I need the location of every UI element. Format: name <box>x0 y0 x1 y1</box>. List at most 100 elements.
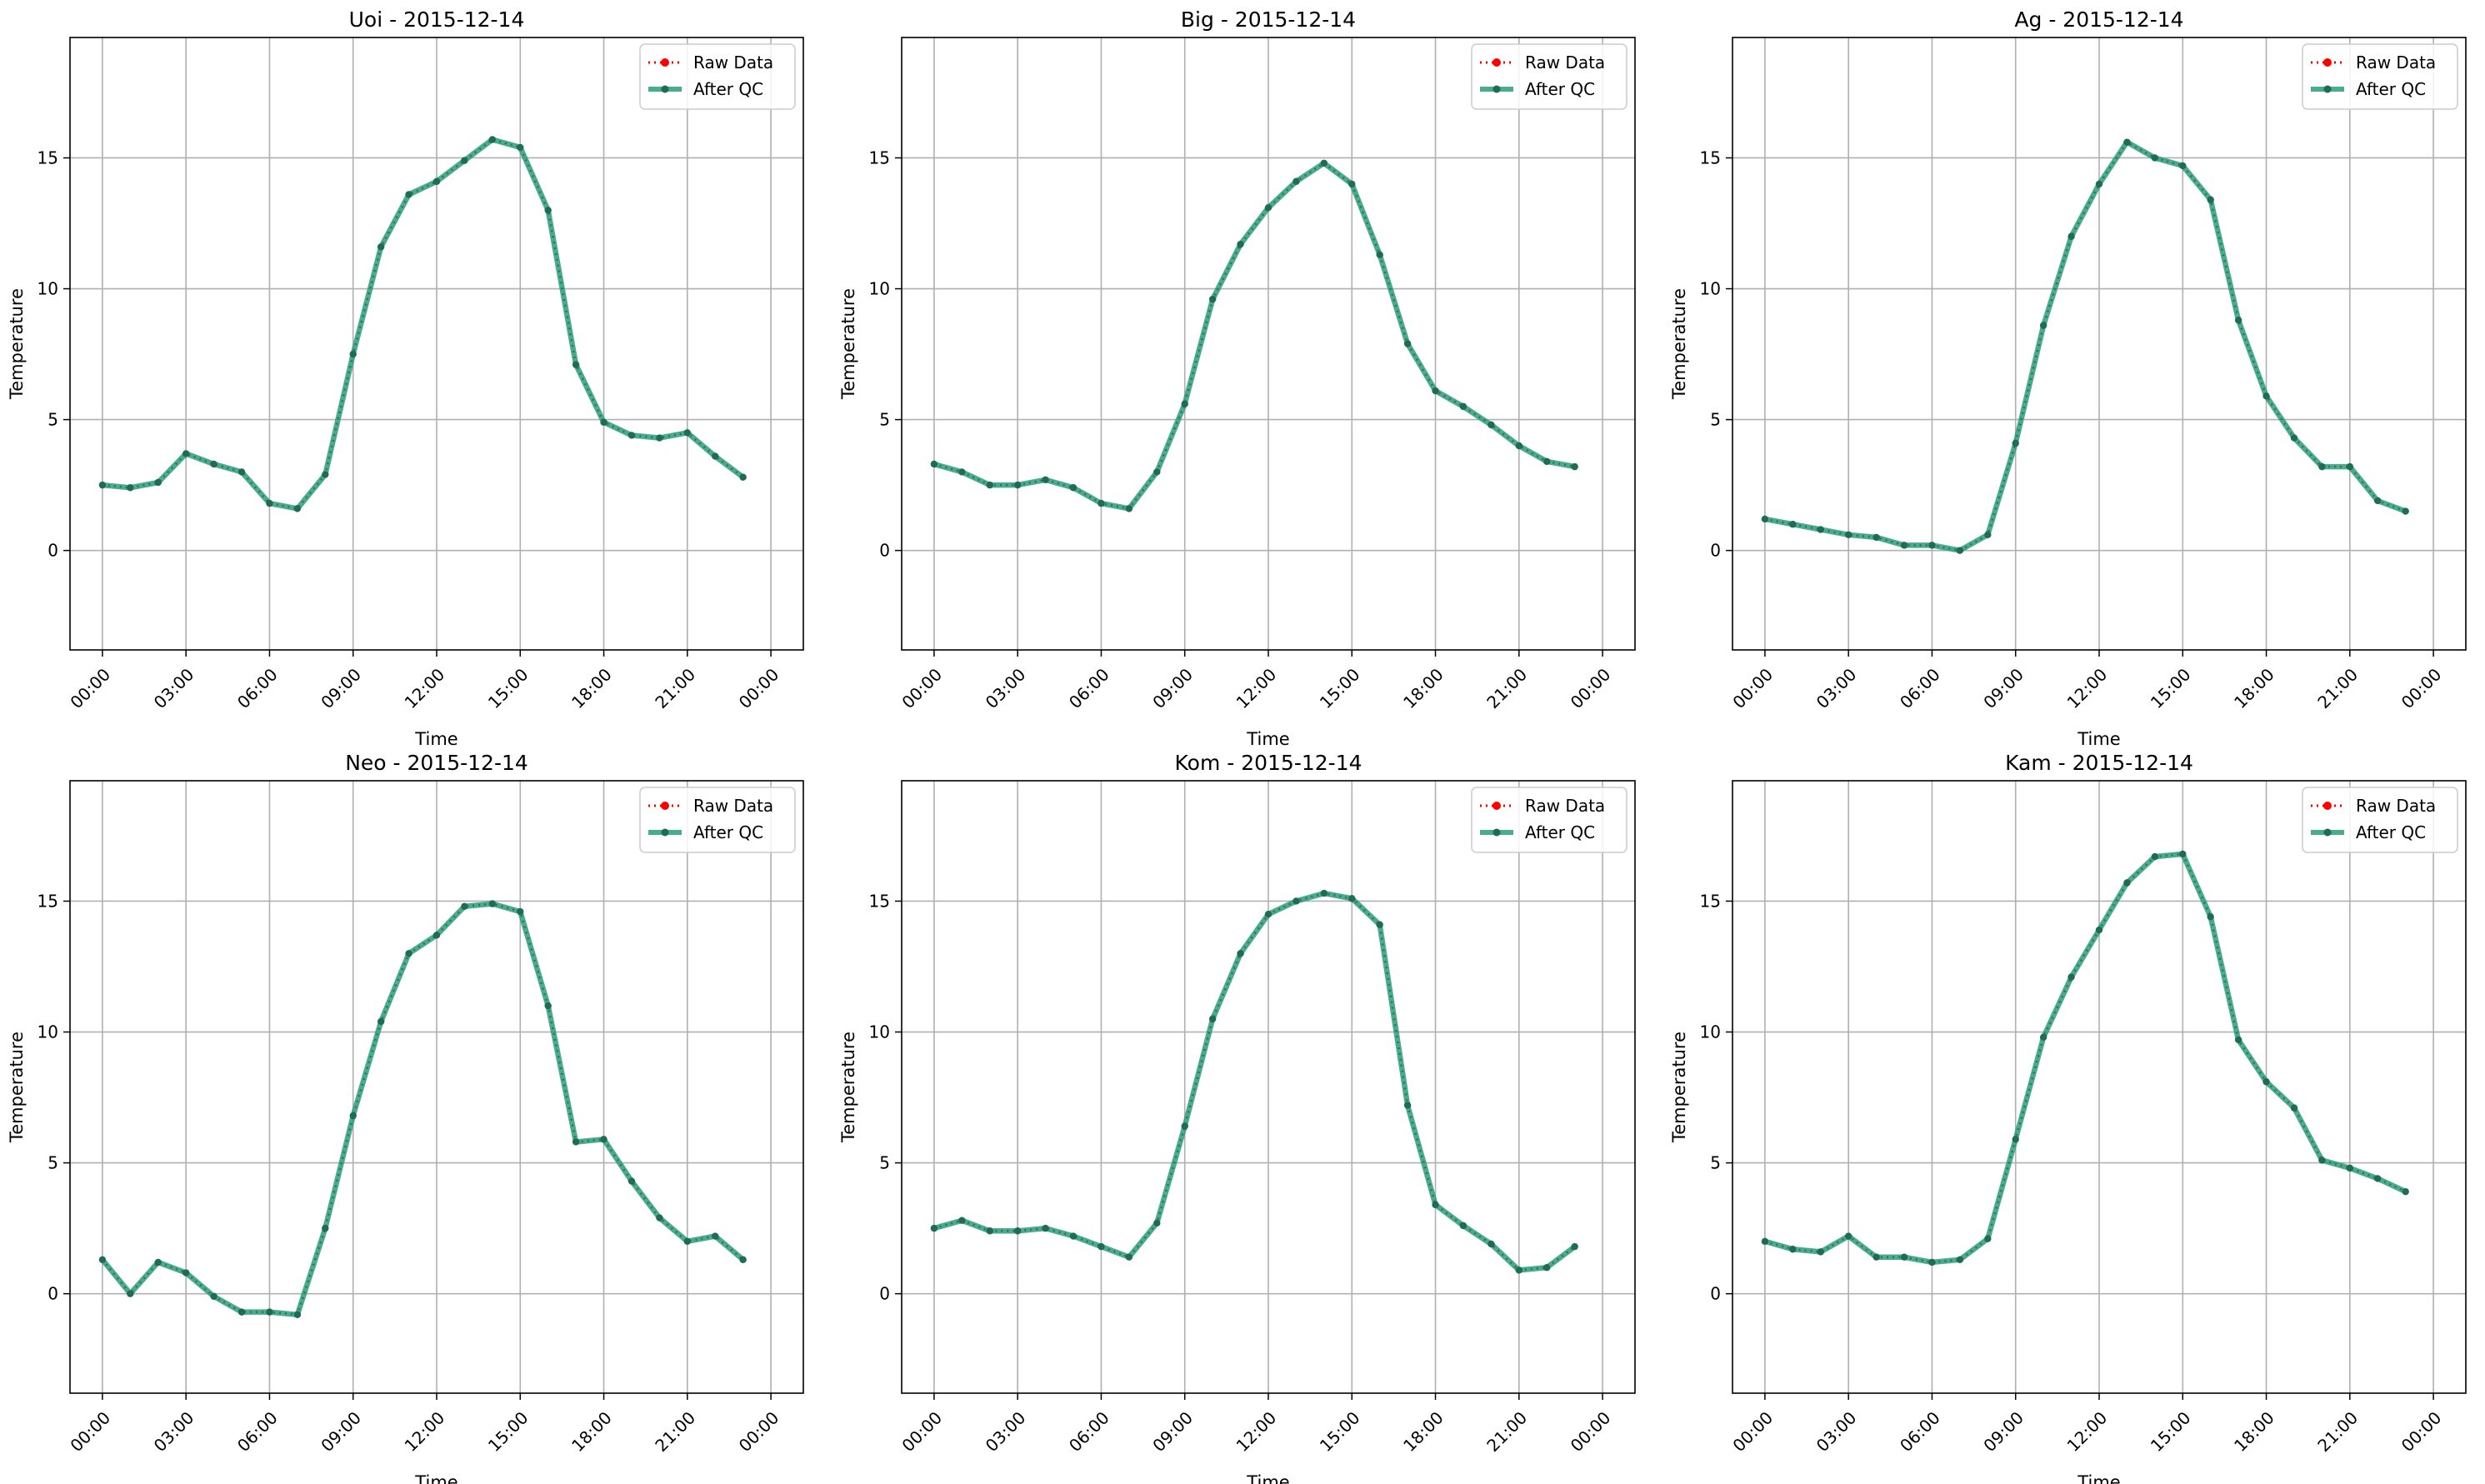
x-tick-label: 09:00 <box>1979 1407 2028 1456</box>
legend-qc-marker <box>1492 85 1501 93</box>
legend-qc-label: After QC <box>2356 79 2426 99</box>
x-tick-label: 06:00 <box>1065 1407 1113 1456</box>
panel-title: Neo - 2015-12-14 <box>345 751 528 775</box>
data-point <box>544 1002 552 1010</box>
data-point <box>2123 879 2131 887</box>
x-tick-label: 00:00 <box>66 664 114 712</box>
x-tick-label: 06:00 <box>233 1407 282 1456</box>
data-point <box>1817 526 1824 533</box>
x-tick-label: 09:00 <box>317 664 365 712</box>
data-point <box>2068 232 2075 240</box>
y-tick-label: 15 <box>869 891 890 911</box>
data-point <box>1789 521 1797 528</box>
series-line-after-qc <box>933 160 1576 512</box>
data-point <box>1208 1015 1217 1023</box>
x-tick-label: 12:00 <box>401 664 449 712</box>
data-point <box>2039 322 2048 329</box>
x-tick-label: 18:00 <box>568 664 616 712</box>
legend: Raw Data After QC <box>1471 787 1628 853</box>
x-tick-label: 00:00 <box>1728 664 1777 712</box>
data-point <box>628 1177 636 1185</box>
x-tick-label: 21:00 <box>2313 1407 2362 1456</box>
axes-frame <box>901 37 1636 651</box>
data-point <box>1515 1267 1523 1274</box>
legend-raw-label: Raw Data <box>693 796 773 816</box>
data-point <box>1403 1102 1412 1109</box>
data-point <box>1761 1237 1769 1246</box>
x-tick-label: 06:00 <box>233 664 282 712</box>
legend-qc-marker <box>2323 85 2332 93</box>
legend-box <box>639 43 796 110</box>
legend-box <box>1471 787 1628 853</box>
legend-qc-label: After QC <box>1525 822 1595 842</box>
data-point <box>1459 1222 1468 1230</box>
x-tick-label: 06:00 <box>1896 664 1944 712</box>
legend-qc-marker <box>661 828 669 837</box>
x-tick-label: 18:00 <box>568 1407 616 1456</box>
data-point <box>1432 387 1439 395</box>
x-tick-label: 21:00 <box>651 664 699 712</box>
data-point <box>2068 973 2075 981</box>
data-point <box>461 902 468 910</box>
data-point <box>293 1311 302 1318</box>
panel-title: Ag - 2015-12-14 <box>2014 7 2183 32</box>
data-point <box>2095 926 2103 934</box>
x-tick-label: 15:00 <box>484 664 532 712</box>
y-axis-label: Temperature <box>7 1032 27 1143</box>
data-point <box>628 432 636 439</box>
data-point <box>1571 1242 1578 1251</box>
data-point <box>405 950 412 957</box>
y-tick-label: 10 <box>38 1022 58 1042</box>
data-point <box>1237 240 1244 248</box>
subplot-2: 00:00 03:00 06:00 09:00 12:00 15:00 18:00 21:00… <box>1669 7 2467 749</box>
data-point <box>930 1224 938 1232</box>
data-point <box>2179 850 2187 858</box>
series-line-raw-overlay <box>1764 141 2407 552</box>
data-point <box>2290 434 2298 442</box>
data-point <box>1153 1219 1161 1227</box>
x-tick-label: 15:00 <box>2147 664 2195 712</box>
x-tick-label: 18:00 <box>1399 1407 1448 1456</box>
axes-frame <box>1732 780 2467 1394</box>
x-axis-label: Time <box>414 1472 458 1484</box>
data-point <box>1181 400 1188 407</box>
data-point <box>739 473 747 481</box>
x-tick-label: 21:00 <box>1482 664 1531 712</box>
data-point <box>1348 180 1356 188</box>
legend-qc-label: After QC <box>2356 822 2426 842</box>
x-axis-label: Time <box>1246 1472 1289 1484</box>
data-point <box>1872 533 1880 542</box>
data-point <box>349 1112 357 1120</box>
data-point <box>1042 476 1049 484</box>
data-point <box>930 460 938 468</box>
data-point <box>1153 468 1161 476</box>
data-point <box>1125 505 1133 512</box>
data-point <box>1125 1253 1133 1261</box>
data-point <box>1069 1232 1078 1240</box>
legend: Raw Data After QC <box>2302 43 2458 110</box>
y-axis-label: Temperature <box>1669 1032 1689 1143</box>
data-point <box>1237 950 1244 957</box>
data-point <box>1984 531 1992 538</box>
data-point <box>1817 1248 1824 1256</box>
data-point <box>1292 177 1300 185</box>
x-tick-label: 03:00 <box>150 1407 198 1456</box>
y-tick-label: 0 <box>1710 1284 1721 1304</box>
axes-frame <box>69 37 804 651</box>
x-tick-label: 03:00 <box>1812 664 1861 712</box>
data-point <box>2402 507 2409 515</box>
data-point <box>1181 1122 1188 1130</box>
data-point <box>572 361 580 368</box>
data-point <box>1320 889 1328 897</box>
data-point <box>1432 1201 1439 1209</box>
y-tick-label: 0 <box>879 541 890 561</box>
y-tick-label: 0 <box>1710 541 1721 561</box>
y-tick-label: 10 <box>869 279 890 299</box>
x-tick-label: 00:00 <box>1728 1407 1777 1456</box>
y-tick-label: 0 <box>48 541 58 561</box>
x-tick-label: 00:00 <box>735 664 783 712</box>
series-line-raw <box>102 137 744 511</box>
data-point <box>2151 154 2159 162</box>
data-point <box>98 481 107 489</box>
